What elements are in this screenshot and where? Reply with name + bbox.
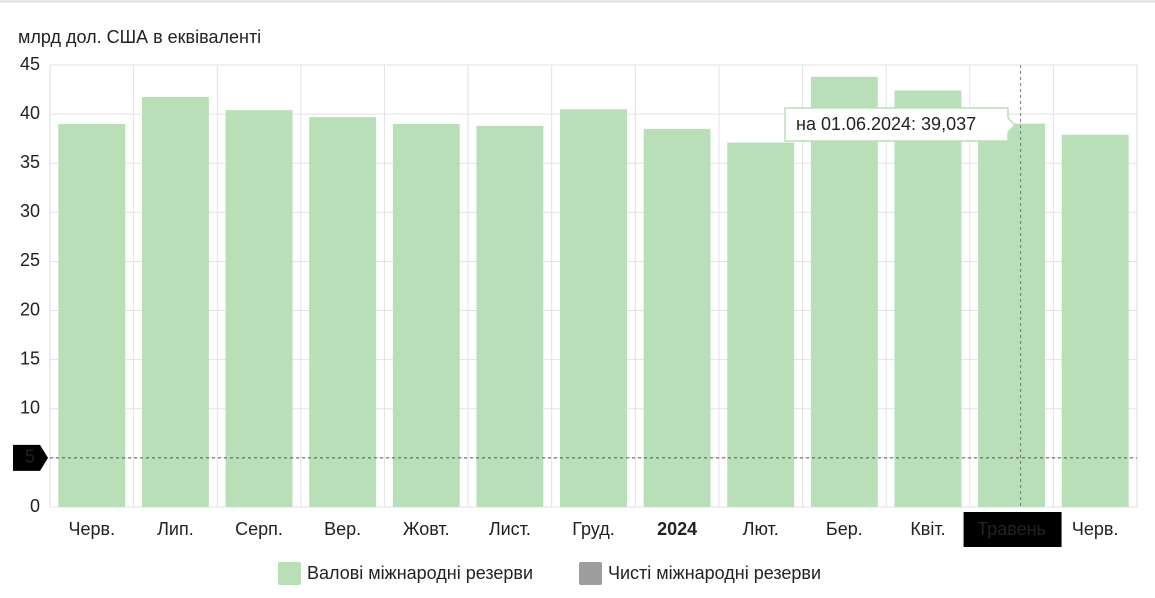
bar	[643, 128, 711, 507]
bar	[560, 109, 627, 507]
x-tick-label: Серп.	[235, 519, 283, 539]
bar	[1061, 134, 1129, 507]
x-tick-label: Груд.	[572, 519, 614, 539]
tooltip-text: на 01.06.2024: 39,037	[796, 114, 976, 134]
bar	[225, 110, 293, 507]
tooltip-box	[784, 107, 1017, 142]
x-tick-label: Лют.	[743, 519, 779, 539]
bar	[476, 125, 544, 508]
x-tick-label: Бер.	[826, 519, 863, 539]
x-tick-label: Черв.	[1072, 519, 1119, 539]
x-tick-label: Черв.	[69, 519, 116, 539]
crosshair-label-box	[13, 444, 48, 471]
x-tick-label: Жовт.	[403, 519, 450, 539]
y-tick-label: 10	[20, 398, 40, 418]
x-tick-label: Лист.	[489, 519, 531, 539]
x-tick-label: 2024	[657, 519, 697, 539]
x-tick-label: Вер.	[324, 519, 361, 539]
y-tick-label: 20	[20, 299, 40, 319]
x-highlight-box	[963, 512, 1062, 547]
y-tick-label: 35	[20, 152, 40, 172]
y-tick-label: 15	[20, 348, 40, 368]
bar	[141, 96, 209, 507]
bar	[810, 76, 878, 507]
bar	[978, 123, 1046, 507]
bar	[392, 123, 460, 507]
bar	[58, 123, 126, 507]
legend-label: Чисті міжнародні резерви	[608, 563, 821, 583]
y-tick-label: 30	[20, 201, 40, 221]
y-tick-label: 40	[20, 103, 40, 123]
legend-swatch	[278, 562, 301, 585]
legend-label: Валові міжнародні резерви	[307, 563, 533, 583]
bar	[309, 117, 377, 508]
x-tick-label: Лип.	[157, 519, 194, 539]
y-tick-label: 0	[30, 496, 40, 516]
x-tick-label: Квіт.	[910, 519, 945, 539]
legend-swatch	[579, 562, 602, 585]
y-tick-label: 45	[20, 54, 40, 74]
bar	[727, 142, 795, 507]
y-axis-label: млрд дол. США в еквіваленті	[18, 27, 261, 47]
bar	[894, 90, 962, 507]
x-tick-label: Травень	[977, 519, 1046, 539]
crosshair-label: 5	[25, 447, 35, 467]
y-tick-label: 25	[20, 250, 40, 270]
